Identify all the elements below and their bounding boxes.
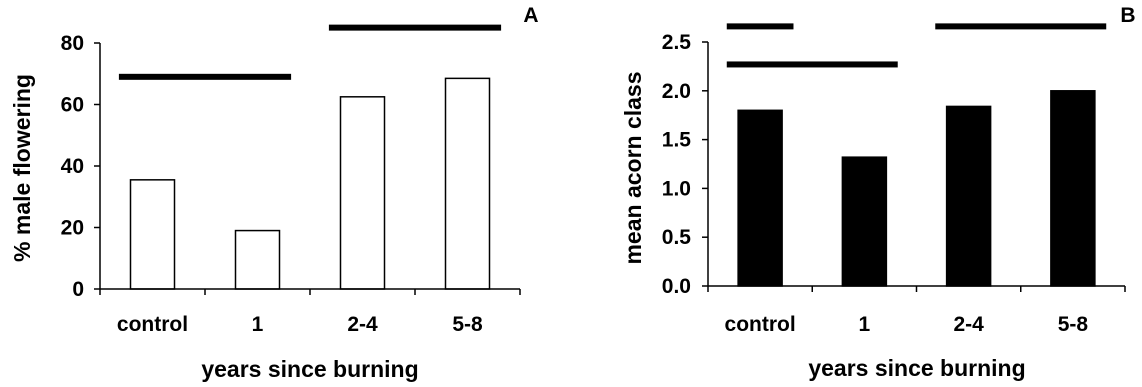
y-tick-label: 0 [72,278,84,301]
x-tick-label: 1 [252,313,264,336]
x-tick-label: 5-8 [452,313,483,336]
x-tick-label: 2-4 [347,313,378,336]
y-tick-label: 0.5 [662,226,692,249]
y-axis-title: % male flowering [9,74,35,262]
x-tick-label: control [117,313,188,336]
significance-bar [935,23,1107,30]
panel-label: B [1120,4,1135,27]
y-tick-label: 0.0 [662,275,691,298]
bar-5-8 [1050,90,1096,287]
bar-control [129,179,176,290]
significance-bar [118,73,292,80]
y-tick-label: 20 [61,217,84,240]
y-axis-title: mean acorn class [620,71,646,264]
bar-1 [234,229,281,290]
bar-2-4 [945,105,992,287]
bar-5-8 [444,77,491,290]
x-tick-label: 2-4 [953,313,984,336]
x-axis-title: years since burning [201,356,418,382]
y-tick-label: 80 [61,32,84,55]
y-tick-label: 1.5 [662,129,692,152]
y-tick-label: 60 [61,94,84,117]
bar-2-4 [339,96,386,290]
y-tick-label: 40 [61,155,84,178]
y-tick-label: 2.5 [662,31,692,54]
x-tick-label: control [725,313,796,336]
significance-bar [726,61,898,68]
x-axis-title: years since burning [808,355,1025,381]
bar-control [737,109,783,287]
y-tick-label: 1.0 [662,177,691,200]
panel-a: 0 20 40 60 80 control 1 2-4 5-8 % male flowering y… [9,4,539,382]
bar-1 [841,156,888,287]
panel-b: 0.0 0.5 1.0 1.5 2.0 2.5 control 1 2-4 5-8 mean aco… [620,4,1136,381]
y-tick-label: 2.0 [662,80,691,103]
significance-bar [328,24,502,31]
x-tick-label: 1 [859,313,871,336]
panel-label: A [523,4,538,27]
x-tick-label: 5-8 [1058,313,1089,336]
significance-bar [726,23,794,30]
